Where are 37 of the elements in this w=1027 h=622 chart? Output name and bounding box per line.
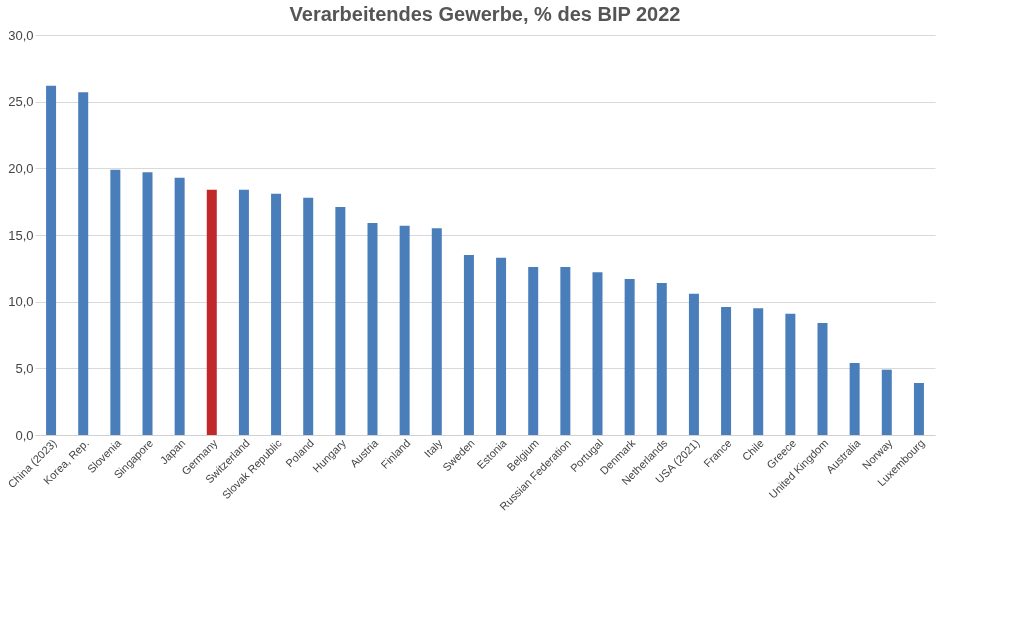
- bar: [142, 172, 153, 435]
- bar: [271, 193, 282, 435]
- bar: [238, 189, 249, 435]
- bar: [817, 323, 828, 435]
- bar: [206, 189, 217, 435]
- bar: [849, 363, 860, 435]
- y-tick-label: 0,0: [15, 427, 34, 443]
- y-tick-label: 15,0: [8, 227, 34, 243]
- bar: [367, 223, 378, 435]
- bar: [110, 169, 121, 435]
- bar: [560, 267, 571, 435]
- bar: [753, 308, 764, 435]
- x-tick-label: Italy: [421, 436, 445, 460]
- bar: [592, 272, 603, 435]
- bar: [174, 177, 185, 435]
- bar: [785, 313, 796, 435]
- y-tick-label: 5,0: [15, 360, 34, 376]
- bar: [688, 293, 699, 435]
- bar: [528, 267, 539, 435]
- bar: [303, 197, 314, 435]
- bar: [624, 279, 635, 435]
- bar: [78, 92, 89, 435]
- y-tick-label: 25,0: [8, 94, 34, 110]
- y-tick-label: 20,0: [8, 160, 34, 176]
- bar: [881, 369, 892, 435]
- y-tick-label: 10,0: [8, 294, 34, 310]
- bar: [463, 255, 474, 435]
- bar: [335, 207, 346, 435]
- y-tick-label: 30,0: [8, 27, 34, 43]
- bar: [496, 257, 507, 435]
- bar: [399, 225, 410, 435]
- chart-title: Verarbeitendes Gewerbe, % des BIP 2022: [289, 3, 681, 25]
- bar: [913, 383, 924, 435]
- bar: [656, 283, 667, 435]
- bar: [721, 307, 732, 435]
- bar: [46, 85, 57, 435]
- bar: [431, 228, 442, 435]
